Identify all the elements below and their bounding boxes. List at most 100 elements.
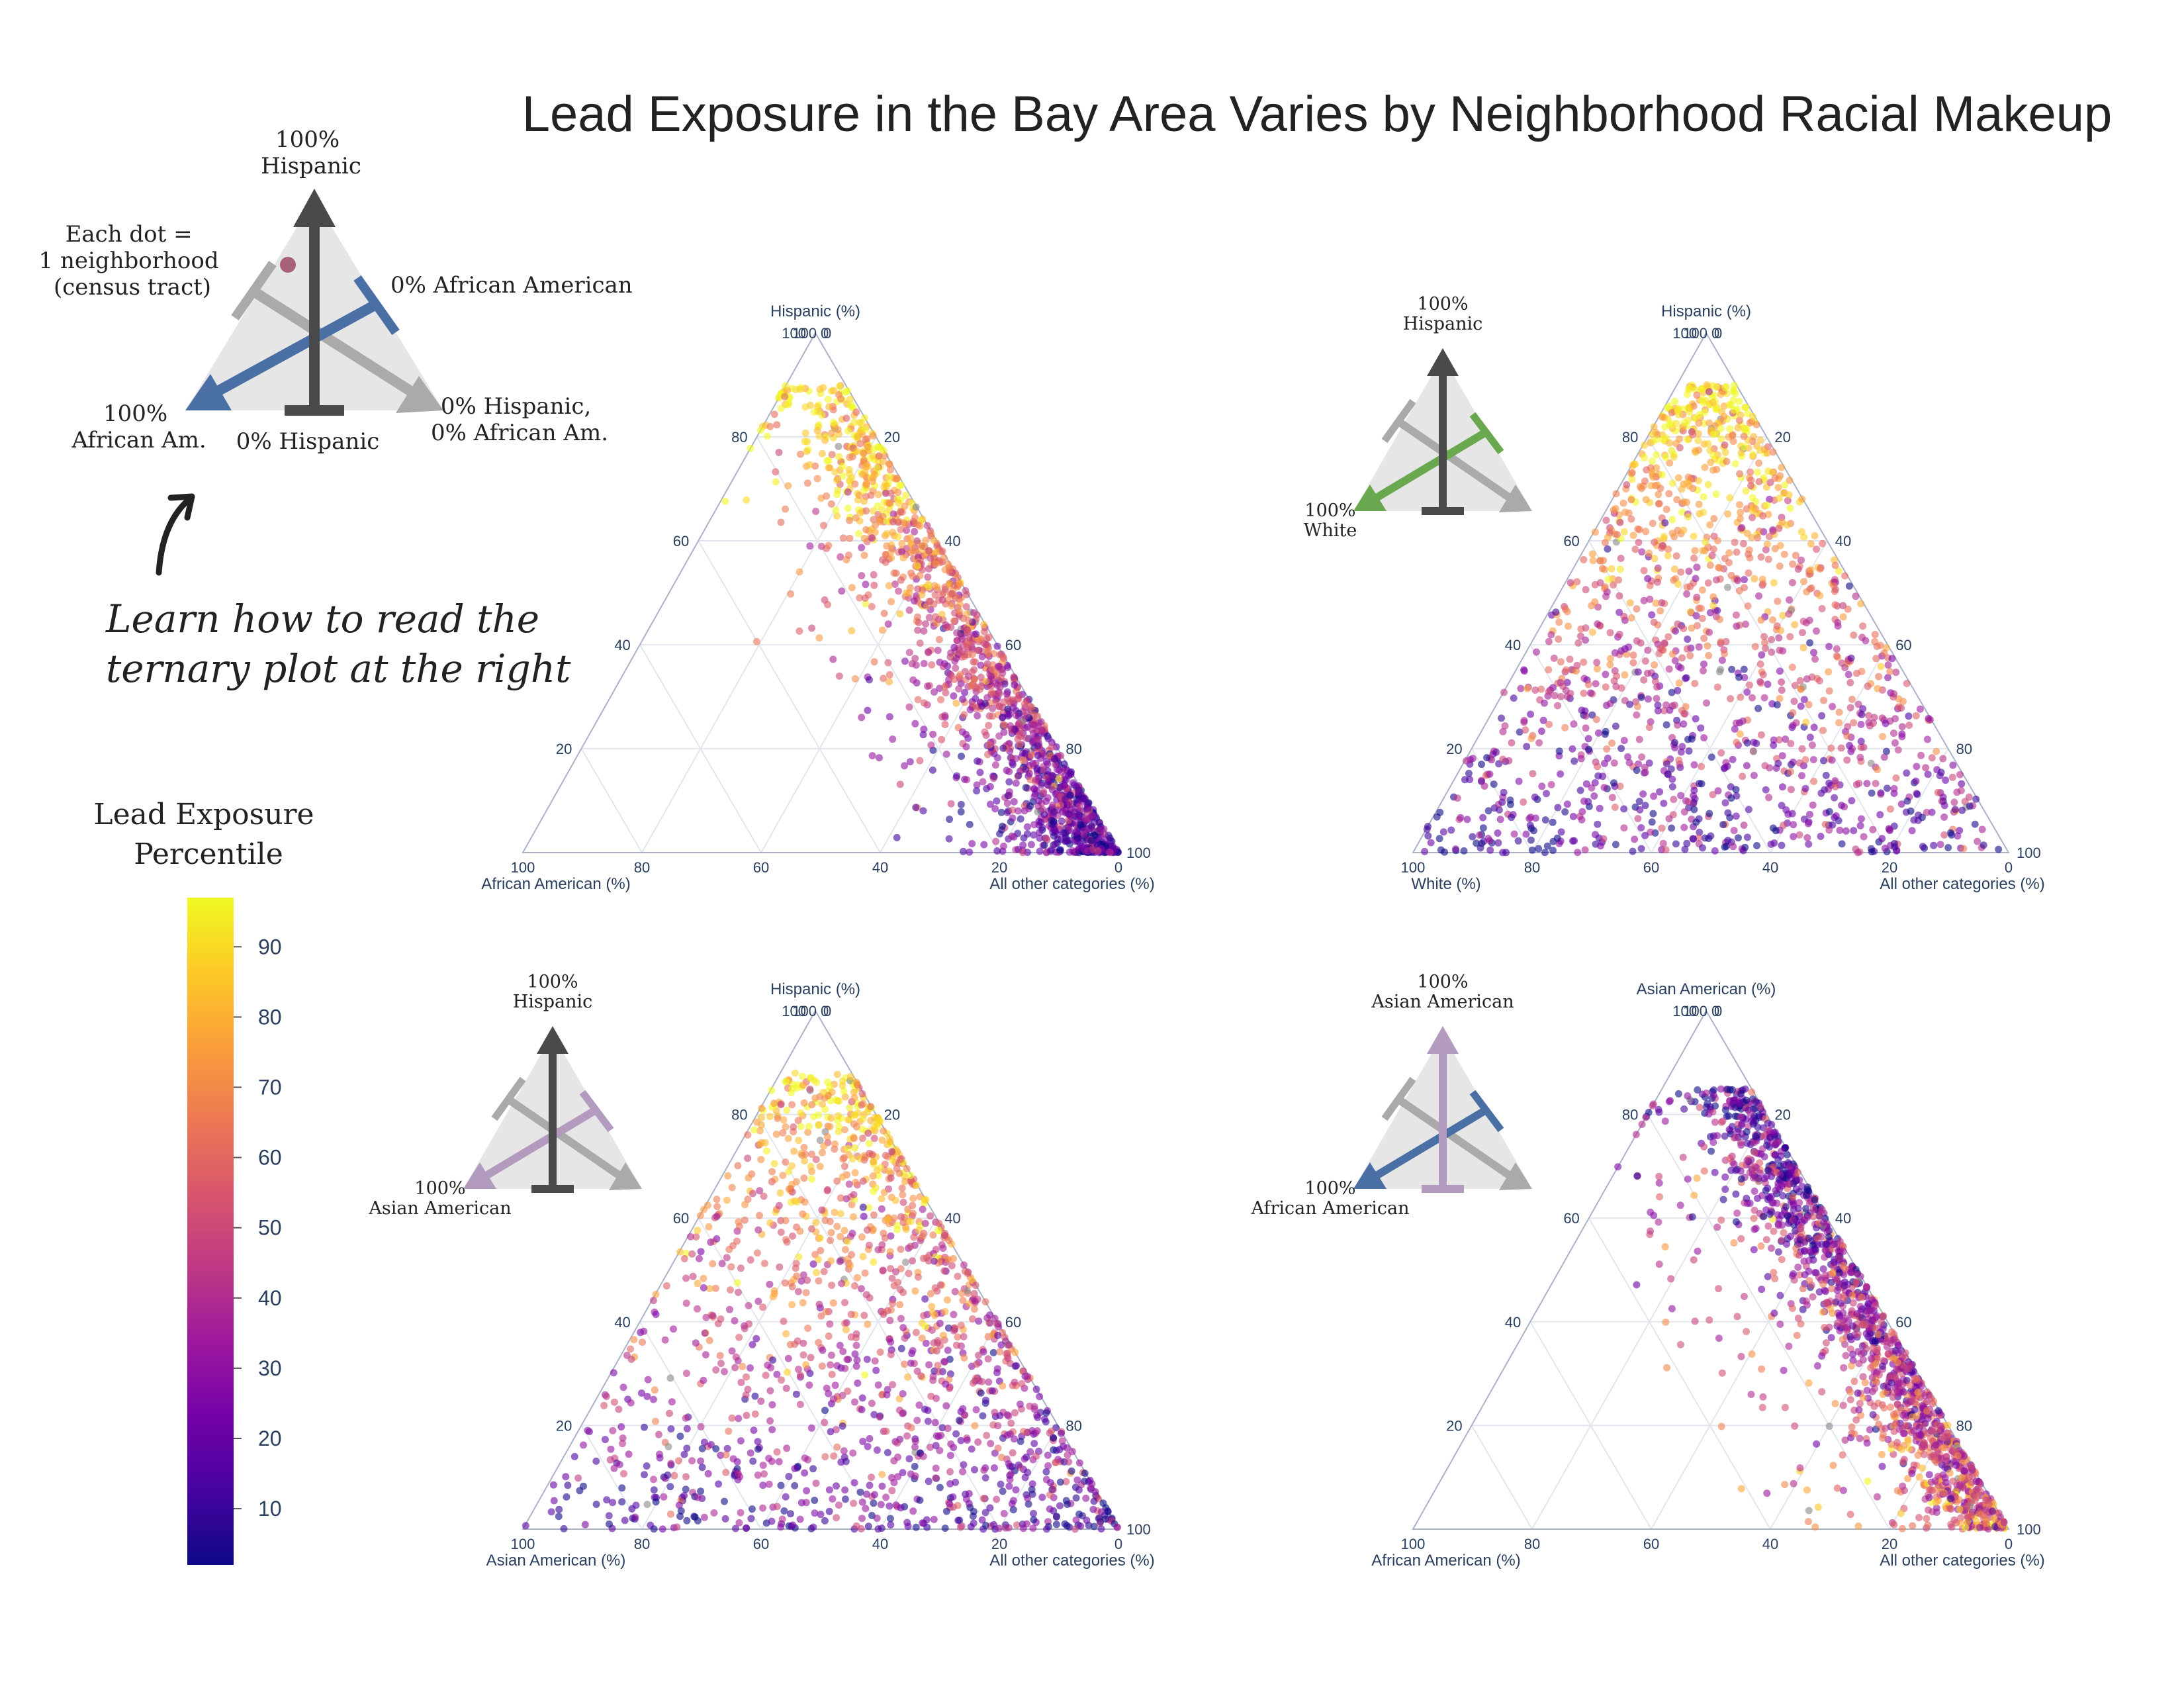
data-point (993, 1495, 1001, 1503)
data-point (1557, 770, 1565, 778)
data-point (1048, 743, 1056, 751)
data-point (1048, 820, 1056, 828)
data-point (749, 1190, 756, 1197)
data-point (1716, 616, 1723, 624)
data-point (897, 1504, 905, 1512)
data-point (1612, 722, 1619, 730)
data-point (680, 1491, 688, 1499)
data-point (911, 528, 919, 536)
data-point (941, 712, 949, 720)
data-point (783, 1106, 791, 1114)
data-point (1717, 391, 1725, 399)
data-point (1940, 802, 1948, 810)
data-point (1704, 579, 1712, 587)
data-point (1561, 724, 1569, 731)
data-point (1759, 512, 1767, 520)
data-point (852, 408, 860, 416)
data-point (1073, 1476, 1081, 1484)
data-point (1643, 669, 1651, 677)
data-point (975, 1317, 983, 1325)
data-point (1724, 583, 1731, 591)
data-point (1707, 832, 1715, 840)
data-point (787, 1510, 794, 1518)
data-point (1925, 714, 1933, 722)
data-point (919, 1519, 927, 1527)
data-point (1515, 777, 1523, 785)
data-point (1520, 666, 1528, 674)
data-point (1798, 745, 1806, 753)
data-point (1727, 783, 1735, 791)
data-point (713, 1203, 721, 1211)
data-point (897, 508, 905, 516)
data-point (868, 1474, 876, 1481)
data-point (779, 1129, 787, 1137)
data-point (846, 477, 854, 485)
data-point (882, 558, 889, 566)
data-point (896, 1156, 904, 1164)
data-point (894, 533, 902, 541)
data-point (1831, 794, 1839, 802)
data-point (825, 541, 833, 549)
data-point (930, 537, 938, 544)
data-point (1745, 569, 1752, 577)
data-point (754, 1226, 762, 1234)
data-point (1699, 844, 1706, 852)
data-point (1755, 459, 1762, 467)
data-point (1027, 841, 1035, 849)
data-point (875, 452, 883, 460)
data-point (1817, 833, 1825, 840)
data-point (850, 1479, 858, 1487)
data-point (1008, 832, 1016, 840)
data-point (1065, 1458, 1073, 1466)
data-point (819, 384, 827, 391)
data-point (1015, 1461, 1023, 1469)
data-point (873, 1515, 881, 1522)
data-point (1486, 771, 1494, 778)
data-point (1638, 548, 1646, 556)
data-point (956, 608, 964, 616)
data-point (1788, 579, 1796, 586)
data-point (1721, 555, 1729, 563)
data-point (830, 387, 838, 395)
data-point (1629, 462, 1637, 470)
data-point (851, 675, 859, 682)
data-point (920, 627, 928, 635)
data-point (1958, 780, 1966, 788)
data-point (850, 1191, 858, 1199)
data-point (1611, 649, 1619, 657)
data-point (940, 683, 948, 691)
data-point (783, 1444, 791, 1452)
data-point (768, 1086, 776, 1094)
data-point (1050, 755, 1058, 763)
data-point (921, 1196, 929, 1203)
colorbar-tick-label: 70 (258, 1075, 282, 1099)
data-point (1672, 440, 1680, 447)
data-point (1884, 784, 1891, 792)
data-point (1978, 825, 1986, 833)
data-point (1684, 416, 1692, 424)
data-point (752, 1335, 760, 1342)
data-point (754, 1472, 762, 1479)
data-point (1820, 696, 1827, 704)
data-point (891, 581, 899, 588)
data-point (1048, 771, 1056, 779)
data-point (1771, 545, 1779, 553)
data-point (692, 1339, 700, 1347)
gridline (639, 644, 762, 853)
data-point (839, 534, 847, 542)
data-point (777, 1523, 785, 1531)
data-point (676, 1248, 684, 1256)
data-point (1604, 545, 1612, 553)
tick-label-top-axis: 20 (556, 741, 572, 757)
data-point (936, 1281, 944, 1289)
data-point (1584, 745, 1592, 753)
data-point (1742, 487, 1750, 495)
data-point (1835, 708, 1843, 716)
data-point (1950, 798, 1958, 806)
tick-label-left-axis: 40 (1762, 859, 1778, 876)
data-point (954, 1501, 962, 1509)
data-point (697, 1423, 705, 1430)
data-point (1113, 1523, 1121, 1531)
data-point (1004, 663, 1012, 671)
data-point (797, 1499, 805, 1507)
